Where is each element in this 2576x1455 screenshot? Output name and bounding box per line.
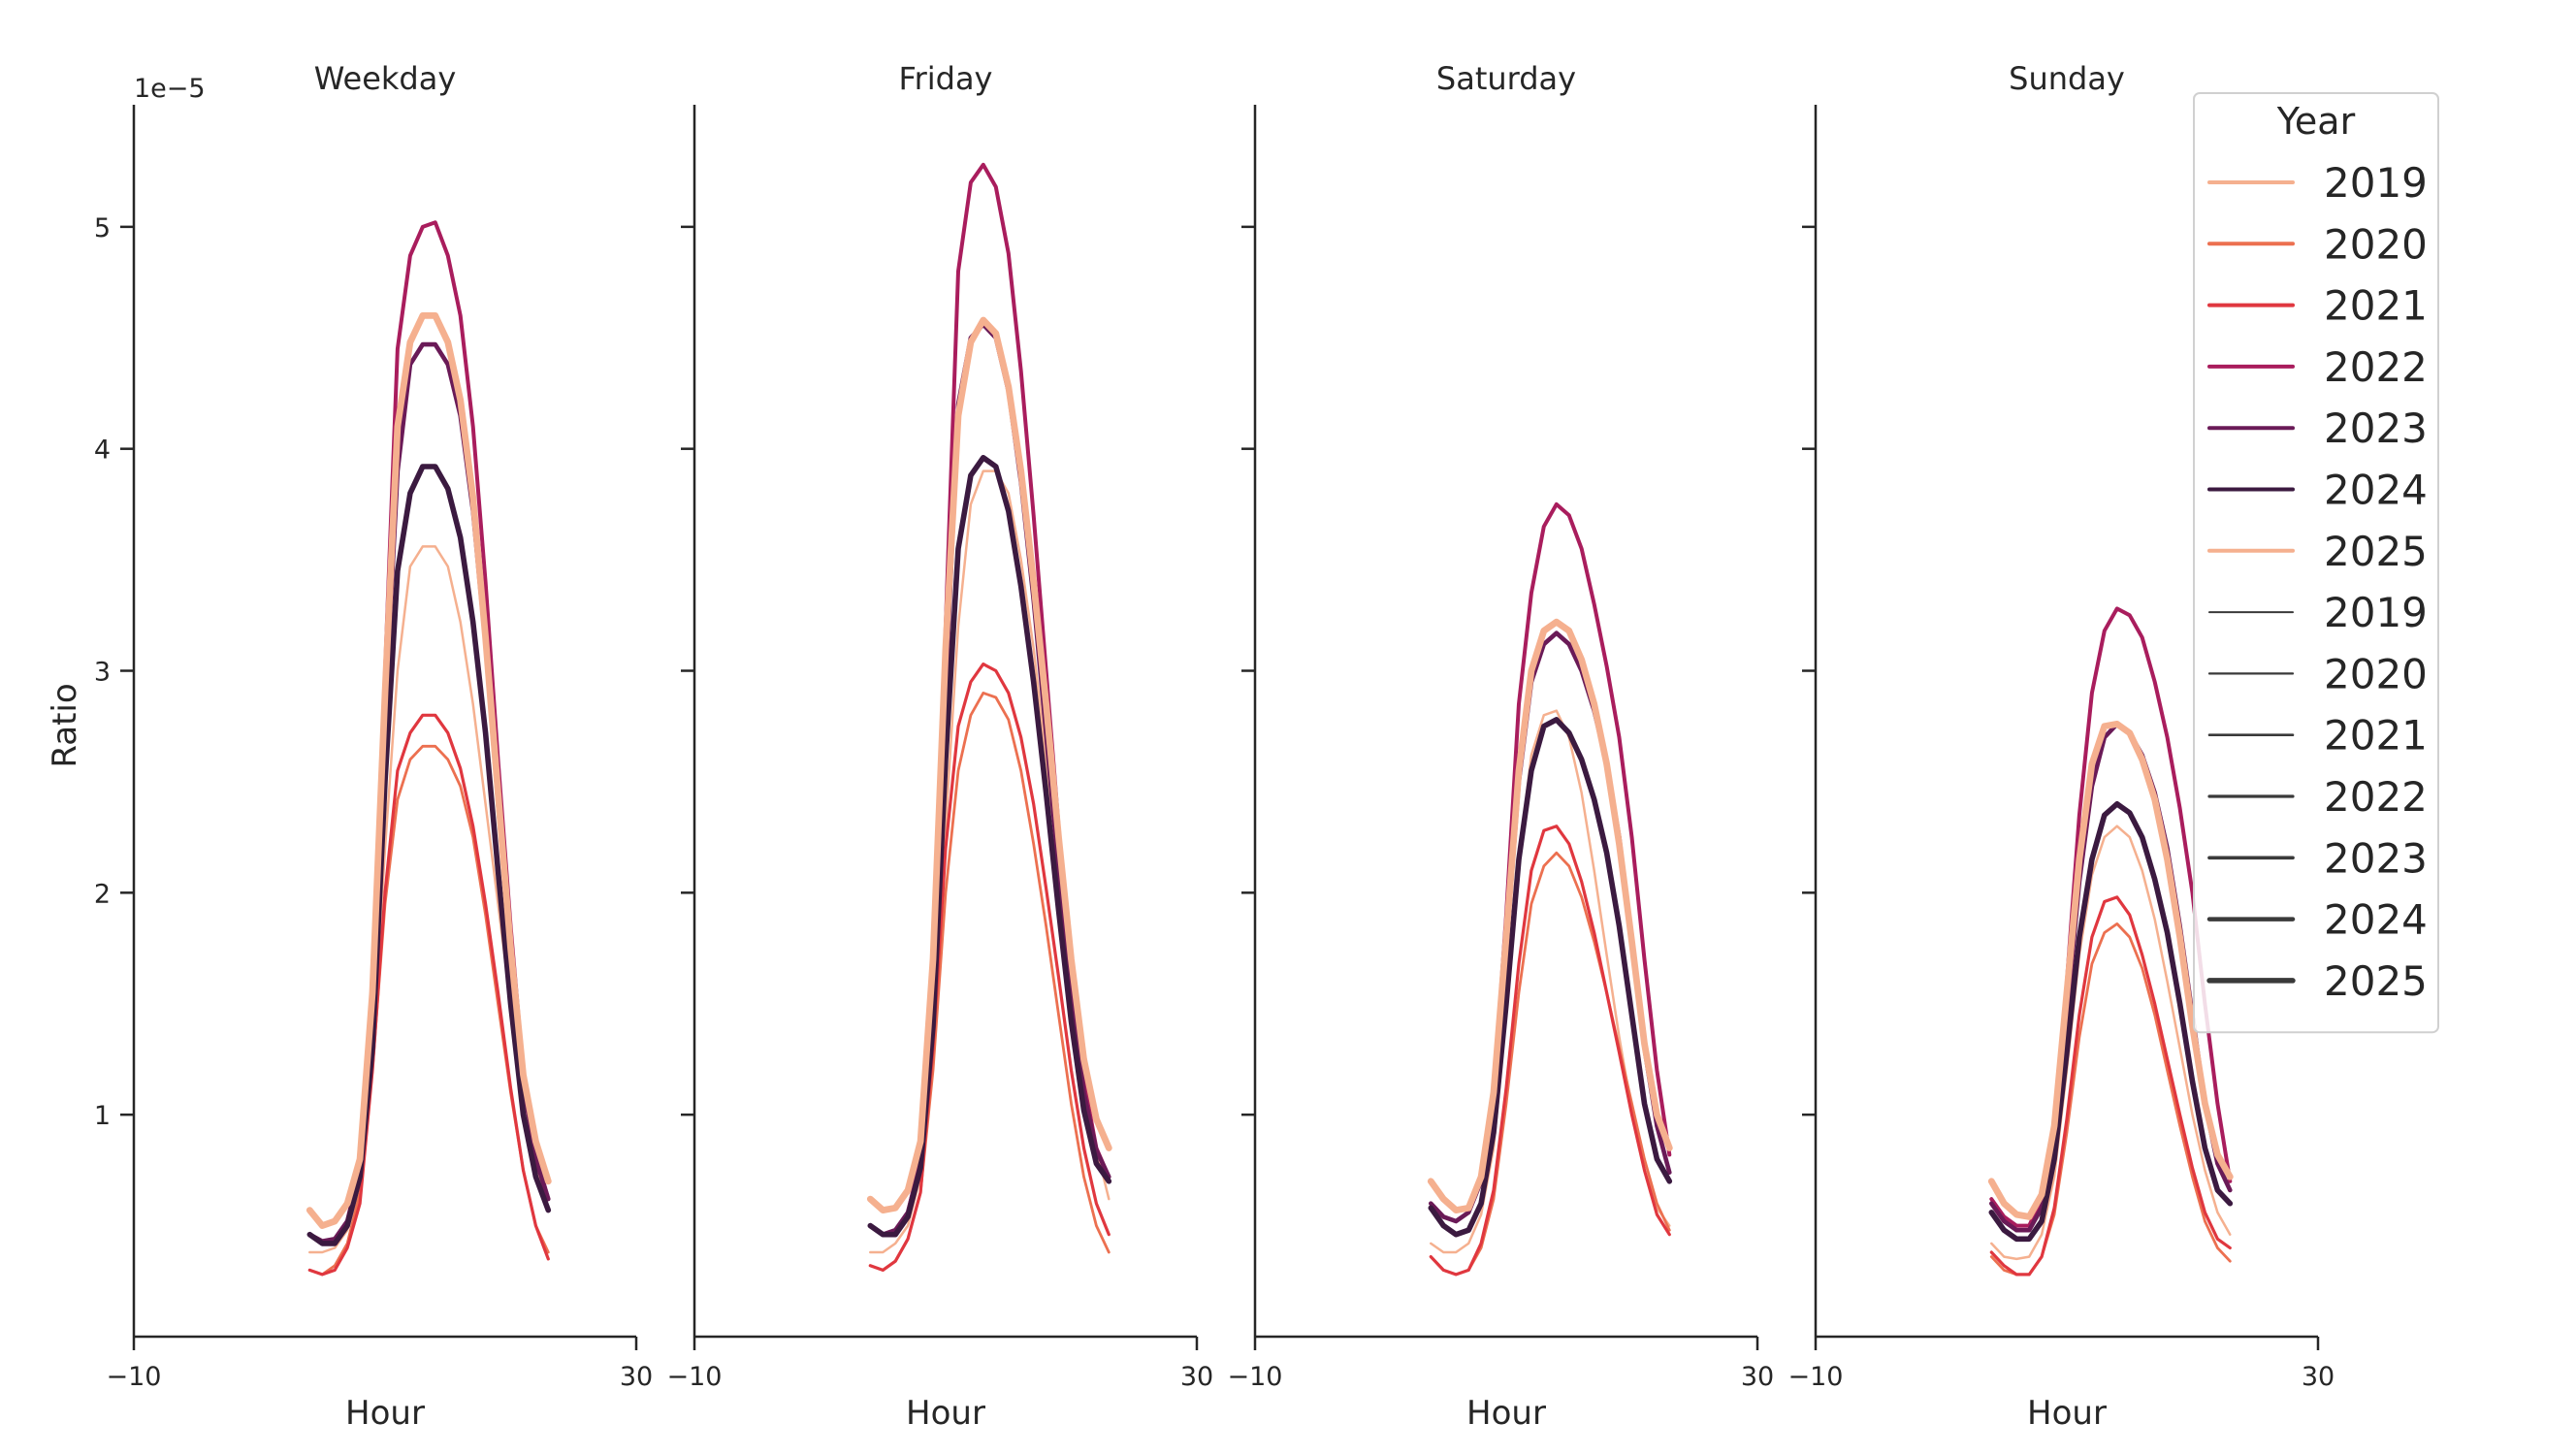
series-line-2025 xyxy=(866,316,1112,1213)
y-tick-label: 2 xyxy=(94,879,111,909)
panel-sunday: Sunday −10 30 Hour xyxy=(1788,60,2335,1433)
legend-label: 2019 xyxy=(2324,159,2428,207)
panel-title: Weekday xyxy=(314,60,457,97)
series-line-2019 xyxy=(1990,824,2232,1261)
series-line-2022 xyxy=(1989,606,2233,1228)
legend-label: 2024 xyxy=(2324,467,2428,514)
x-tick-label: −10 xyxy=(1788,1362,1844,1392)
x-tick-label: 30 xyxy=(620,1362,653,1392)
panel-saturday: Saturday −10 30 Hour xyxy=(1228,60,1775,1433)
legend-label: 2023 xyxy=(2324,834,2428,882)
y-tick-label: 5 xyxy=(94,213,111,243)
panel-title: Saturday xyxy=(1436,60,1576,97)
x-axis-label: Hour xyxy=(2027,1394,2107,1433)
series-line-2025 xyxy=(306,311,552,1229)
y-axis-label: Ratio xyxy=(46,683,84,767)
y-tick-label: 4 xyxy=(94,436,111,466)
legend-label: 2021 xyxy=(2324,712,2428,760)
legend-label: 2025 xyxy=(2324,528,2428,575)
x-tick-label: 30 xyxy=(2302,1362,2334,1392)
x-tick-label: −10 xyxy=(1228,1362,1283,1392)
legend: Year 2019 2020 2021 2022 2023 2024 2025 2019 2020… xyxy=(2193,92,2439,1034)
legend-label: 2022 xyxy=(2324,773,2428,821)
series-line-2021 xyxy=(1989,895,2232,1277)
y-tick-label: 1 xyxy=(94,1101,111,1131)
y-offset-label: 1e−5 xyxy=(134,74,206,104)
legend-label: 2021 xyxy=(2324,282,2428,330)
series-line-2024 xyxy=(1988,800,2234,1243)
panel-friday: Friday −10 30 Hour xyxy=(667,60,1214,1433)
panel-title: Sunday xyxy=(2009,60,2125,97)
series-line-2021 xyxy=(868,662,1111,1273)
x-axis-label: Hour xyxy=(345,1394,425,1433)
x-axis-label: Hour xyxy=(906,1394,985,1433)
series-line-2021 xyxy=(1429,824,1671,1277)
x-tick-label: −10 xyxy=(107,1362,162,1392)
series-line-2022 xyxy=(307,220,551,1244)
x-tick-label: −10 xyxy=(667,1362,723,1392)
series-line-2024 xyxy=(306,464,552,1246)
panel-title: Friday xyxy=(899,60,993,97)
x-axis-label: Hour xyxy=(1466,1394,1546,1433)
series-line-2025 xyxy=(1987,721,2234,1220)
series-line-2024 xyxy=(1428,717,1673,1238)
series-line-2019 xyxy=(869,469,1111,1254)
panel-weekday: Weekday 1 2 3 4 5 −10 30 Hour xyxy=(94,60,653,1433)
series-line-2021 xyxy=(307,713,550,1277)
series-line-2019 xyxy=(308,545,550,1254)
x-tick-label: 30 xyxy=(1741,1362,1774,1392)
x-tick-label: 30 xyxy=(1180,1362,1213,1392)
series-line-2025 xyxy=(1427,618,1673,1213)
legend-label: 2019 xyxy=(2324,589,2428,636)
series-line-2024 xyxy=(867,454,1112,1238)
legend-label: 2022 xyxy=(2324,343,2428,391)
legend-label: 2025 xyxy=(2324,957,2428,1005)
legend-title: Year xyxy=(2276,100,2356,143)
legend-label: 2023 xyxy=(2324,404,2428,452)
legend-label: 2020 xyxy=(2324,650,2428,697)
legend-label: 2020 xyxy=(2324,220,2428,268)
legend-label: 2024 xyxy=(2324,896,2428,944)
y-tick-label: 3 xyxy=(94,658,111,688)
